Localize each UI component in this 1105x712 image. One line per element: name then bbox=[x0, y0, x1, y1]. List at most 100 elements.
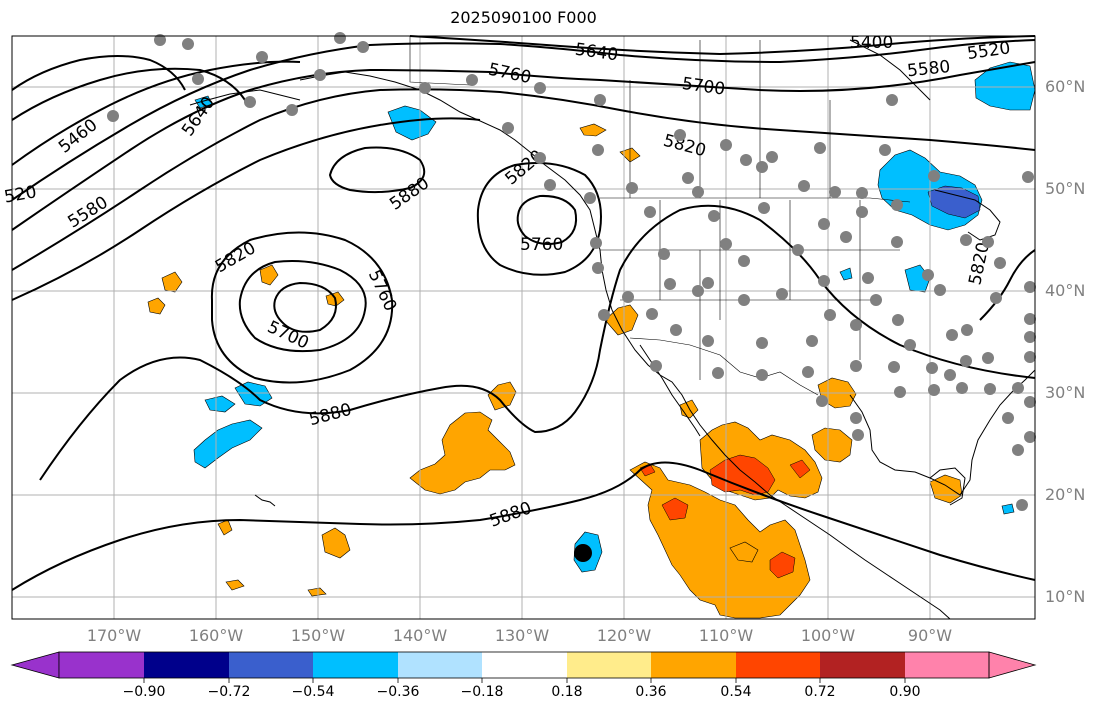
station-dot bbox=[818, 218, 830, 230]
colorbar-segment bbox=[229, 652, 313, 678]
colorbar-tick-label: −0.54 bbox=[291, 684, 335, 700]
station-dot bbox=[926, 362, 938, 374]
contour-line bbox=[328, 146, 426, 194]
strong-positive-anomaly-region bbox=[661, 497, 689, 521]
hawaiian-islands bbox=[254, 494, 276, 507]
great-lakes bbox=[934, 189, 1001, 241]
station-dot bbox=[419, 82, 431, 94]
station-dot bbox=[1012, 444, 1024, 456]
station-dot bbox=[850, 360, 862, 372]
station-dot bbox=[894, 386, 906, 398]
station-dot bbox=[840, 231, 852, 243]
station-dot bbox=[904, 339, 916, 351]
colorbar-tick-label: −0.72 bbox=[207, 684, 251, 700]
station-dot bbox=[960, 234, 972, 246]
contour-line bbox=[979, 249, 1036, 321]
station-dot bbox=[928, 170, 940, 182]
aleutian-islands bbox=[189, 89, 301, 106]
station-dot bbox=[594, 94, 606, 106]
station-dot bbox=[692, 285, 704, 297]
station-dot bbox=[879, 144, 891, 156]
negative-anomaly-region bbox=[974, 61, 1036, 111]
station-dot bbox=[192, 73, 204, 85]
canada-province-borders bbox=[629, 40, 831, 198]
station-dot bbox=[961, 324, 973, 336]
contour-label: 5760 bbox=[520, 235, 563, 255]
positive-anomaly-region bbox=[259, 264, 279, 286]
gulf-coast bbox=[849, 369, 1036, 496]
station-dot bbox=[626, 182, 638, 194]
alaska-canada-border bbox=[409, 36, 471, 86]
station-dot bbox=[334, 32, 346, 44]
station-dot bbox=[154, 34, 166, 46]
colorbar-tick-label: 0.72 bbox=[804, 684, 836, 700]
station-dot bbox=[982, 236, 994, 248]
station-dot bbox=[776, 288, 788, 300]
station-dot bbox=[956, 382, 968, 394]
station-dot bbox=[982, 352, 994, 364]
station-dot bbox=[886, 94, 898, 106]
colorbar-segment bbox=[651, 652, 736, 678]
station-dot bbox=[829, 186, 841, 198]
longitude-label: 110°W bbox=[698, 626, 754, 645]
station-dot bbox=[107, 110, 119, 122]
station-dot bbox=[1024, 396, 1036, 408]
contour-line bbox=[11, 461, 1036, 591]
strong-positive-anomaly-region bbox=[789, 459, 811, 479]
colorbar-segment bbox=[398, 652, 482, 678]
station-dot bbox=[466, 74, 478, 86]
station-dot bbox=[766, 151, 778, 163]
station-dot bbox=[702, 277, 714, 289]
colorbar bbox=[10, 651, 1037, 683]
positive-anomaly-region bbox=[487, 381, 517, 411]
station-dot bbox=[256, 51, 268, 63]
baja-peninsula bbox=[639, 344, 701, 437]
station-dot bbox=[934, 284, 946, 296]
station-dot bbox=[850, 412, 862, 424]
station-dot bbox=[534, 152, 546, 164]
contour-line bbox=[476, 162, 602, 276]
contour-line bbox=[11, 55, 186, 91]
map-title: 2025090100 F000 bbox=[450, 8, 597, 27]
station-dot bbox=[692, 186, 704, 198]
station-dot bbox=[682, 172, 694, 184]
station-dot bbox=[946, 329, 958, 341]
station-dot bbox=[658, 248, 670, 260]
us-mexico-border bbox=[629, 337, 819, 396]
station-dot bbox=[646, 308, 658, 320]
station-dot bbox=[806, 335, 818, 347]
colorbar-segment bbox=[144, 652, 229, 678]
contour-line bbox=[409, 35, 1036, 56]
station-dot bbox=[357, 41, 369, 53]
positive-anomaly-region bbox=[811, 427, 853, 463]
contour-line bbox=[11, 88, 1036, 271]
station-dot bbox=[702, 335, 714, 347]
map-background bbox=[12, 36, 1035, 619]
station-dot bbox=[798, 180, 810, 192]
station-dot bbox=[816, 395, 828, 407]
station-dot bbox=[622, 291, 634, 303]
contour-label: 5400 bbox=[850, 33, 893, 53]
colorbar-tick-label: 0.18 bbox=[551, 684, 583, 700]
positive-anomaly-region bbox=[307, 587, 327, 597]
contour-line bbox=[210, 231, 394, 384]
contour-line bbox=[11, 117, 481, 301]
station-dot bbox=[756, 337, 768, 349]
colorbar-outline bbox=[58, 651, 990, 679]
colorbar-segment bbox=[59, 652, 144, 678]
station-dot bbox=[182, 38, 194, 50]
negative-anomaly-region bbox=[387, 105, 437, 141]
negative-anomaly-region bbox=[204, 395, 236, 413]
station-dot bbox=[960, 355, 972, 367]
colorbar-tick-label: −0.18 bbox=[460, 684, 504, 700]
station-dot bbox=[650, 360, 662, 372]
station-dot bbox=[286, 104, 298, 116]
political-borders bbox=[409, 36, 911, 396]
colorbar-tick-label: −0.36 bbox=[376, 684, 420, 700]
colorbar-segment bbox=[820, 652, 905, 678]
graticule bbox=[12, 36, 1035, 619]
positive-anomaly-region bbox=[729, 541, 759, 563]
contour-line bbox=[273, 281, 337, 333]
station-dot bbox=[1024, 351, 1036, 363]
colorbar-tick-label: 0.36 bbox=[635, 684, 667, 700]
